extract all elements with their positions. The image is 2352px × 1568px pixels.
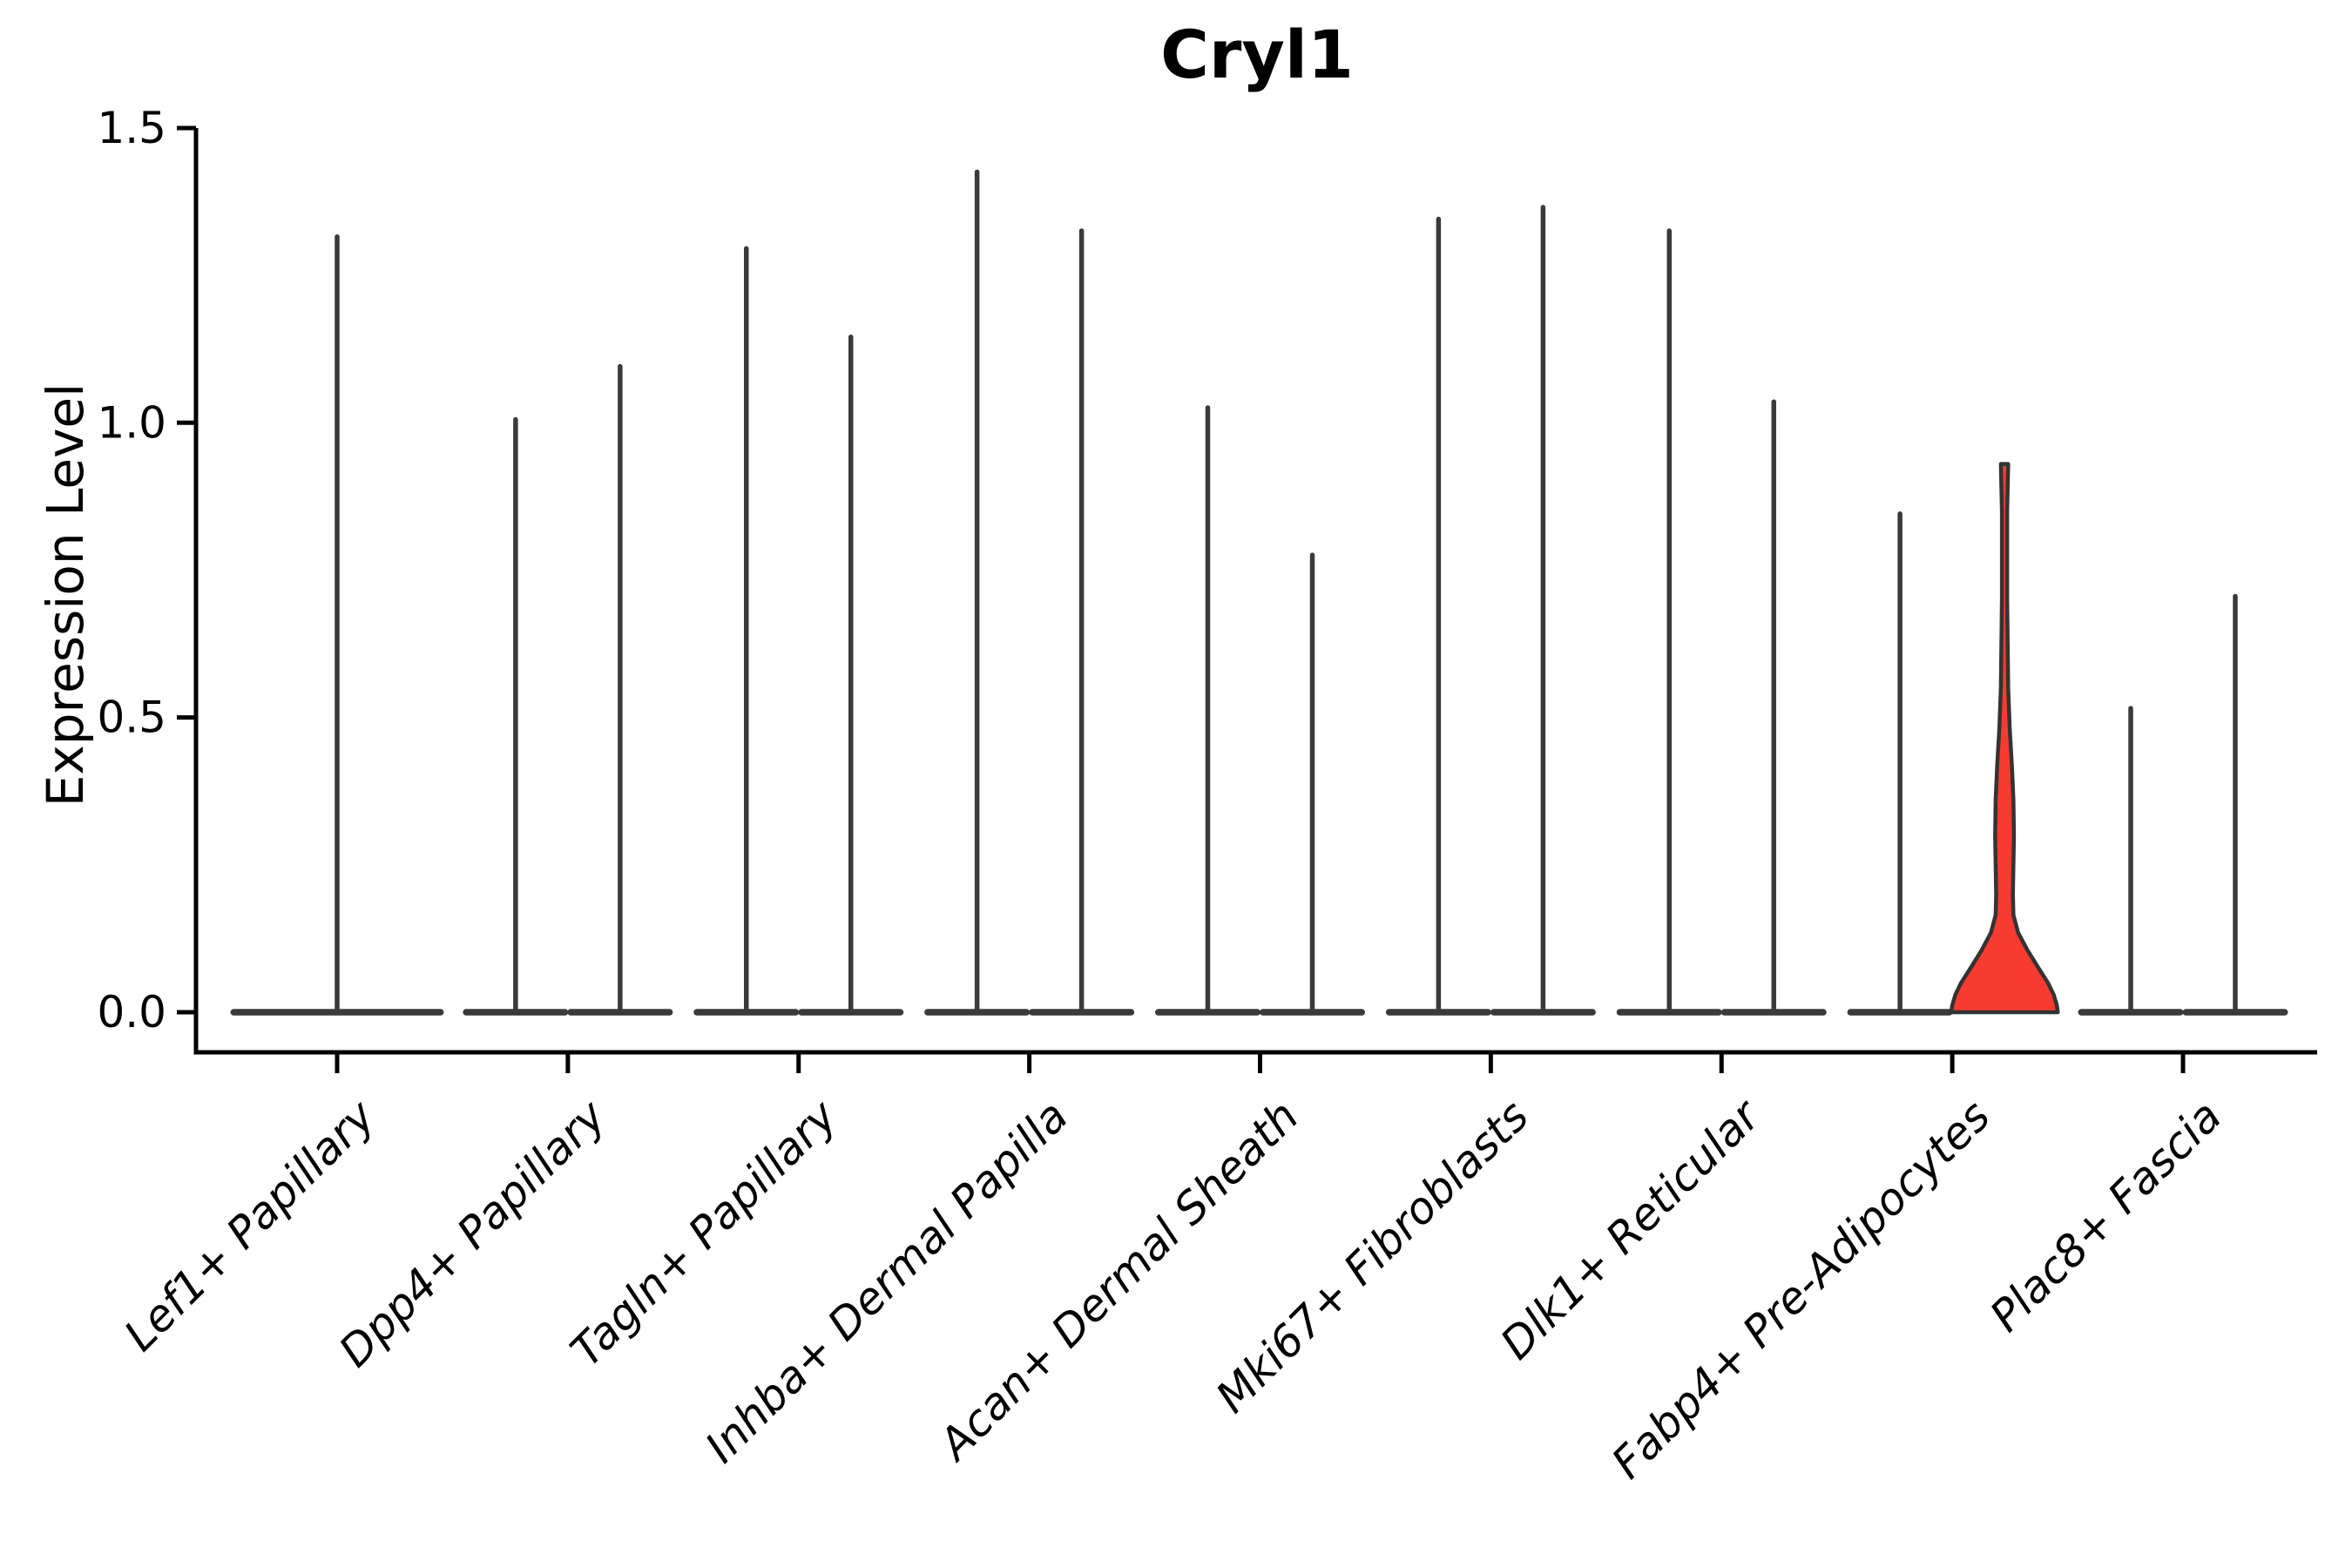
page-title: Cryl1 bbox=[1160, 16, 1354, 93]
y-tick-label: 1.0 bbox=[97, 397, 166, 448]
y-tick-label: 1.5 bbox=[97, 103, 166, 153]
y-tick-label: 0.0 bbox=[97, 987, 166, 1037]
axis-spines bbox=[193, 127, 2317, 1055]
y-tick-label: 0.5 bbox=[97, 693, 166, 743]
highlighted-violin bbox=[1949, 462, 2060, 1015]
